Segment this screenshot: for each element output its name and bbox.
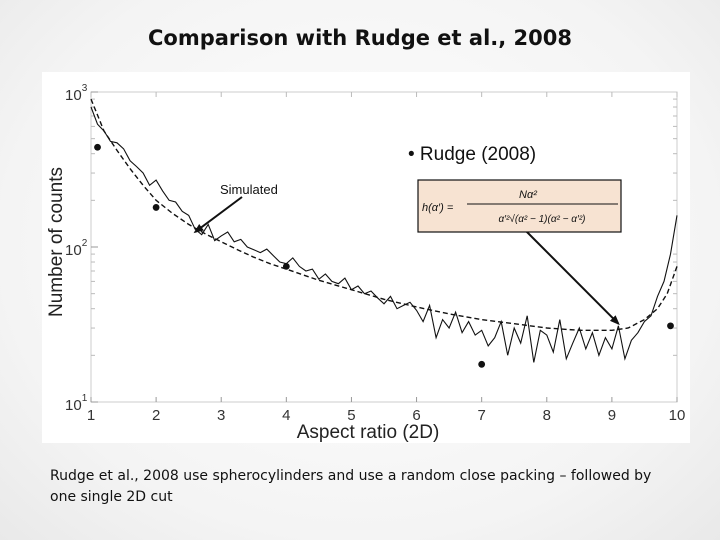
x-tick-label: 1 bbox=[87, 407, 95, 424]
x-tick-label: 3 bbox=[217, 407, 225, 424]
y-axis-label: Number of counts bbox=[46, 167, 67, 317]
formula-numerator: Nα² bbox=[519, 189, 537, 201]
x-axis-label: Aspect ratio (2D) bbox=[297, 422, 440, 443]
rudge-data-point bbox=[667, 322, 674, 330]
formula-arrow bbox=[516, 221, 620, 326]
labels-layer: 1 2 3 4 5 6 7 8 9 10 101 102 103 bbox=[65, 83, 685, 424]
simulated-curve bbox=[90, 106, 678, 363]
y-tick-label: 102 bbox=[65, 238, 88, 259]
slide-caption: Rudge et al., 2008 use spherocylinders a… bbox=[50, 468, 652, 505]
rudge-data-point bbox=[282, 262, 290, 270]
x-tick-label: 4 bbox=[282, 407, 290, 424]
formula-box: h(α′) = Nα² α′²√(α² − 1)(α² − α′²) bbox=[417, 179, 622, 233]
rudge-data-point bbox=[478, 360, 486, 368]
y-tick-label: 103 bbox=[65, 83, 88, 104]
x-tick-label: 2 bbox=[152, 407, 160, 424]
series-layer bbox=[90, 98, 678, 368]
x-tick-label: 6 bbox=[412, 407, 420, 424]
rudge-data-point bbox=[152, 204, 160, 211]
rudge-model-curve bbox=[90, 98, 678, 331]
x-tick-label: 10 bbox=[669, 407, 686, 424]
chart: 1 2 3 4 5 6 7 8 9 10 101 102 103 Number of counts As… bbox=[46, 83, 685, 443]
x-tick-label: 9 bbox=[608, 407, 616, 424]
x-tick-label: 5 bbox=[347, 407, 355, 424]
rudge-data-point bbox=[94, 143, 101, 151]
y-tick-label: 101 bbox=[65, 393, 88, 414]
axes-layer bbox=[90, 91, 678, 403]
legend-rudge: • Rudge (2008) bbox=[408, 144, 536, 165]
simulated-arrow bbox=[193, 196, 243, 234]
slide-title: Comparison with Rudge et al., 2008 bbox=[148, 26, 572, 50]
x-tick-label: 7 bbox=[477, 407, 485, 424]
x-tick-label: 8 bbox=[543, 407, 551, 424]
plot-frame bbox=[90, 91, 678, 403]
annotation-simulated: Simulated bbox=[220, 182, 278, 197]
figure-panel: 1 2 3 4 5 6 7 8 9 10 101 102 103 Number of counts As… bbox=[42, 72, 690, 443]
formula-denominator: α′²√(α² − 1)(α² − α′²) bbox=[498, 213, 585, 225]
formula-lhs: h(α′) = bbox=[422, 202, 454, 214]
